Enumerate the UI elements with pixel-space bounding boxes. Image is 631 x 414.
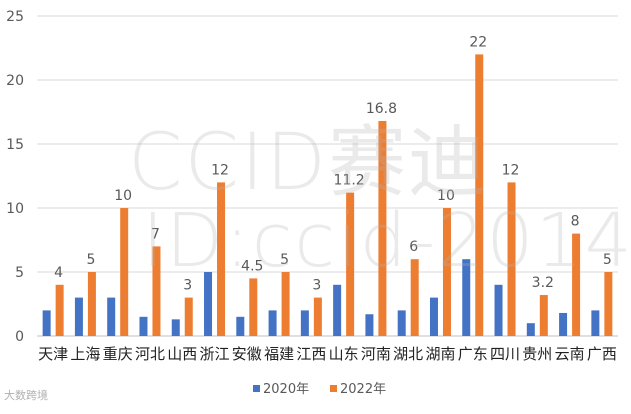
x-tick-label: 福建 [264,345,294,363]
data-label: 6 [409,239,418,255]
bar-2020 [365,314,374,336]
x-tick-label: 重庆 [103,345,133,363]
data-label: 12 [502,162,520,178]
x-tick-label: 湖南 [425,345,455,363]
x-tick-label: 山西 [167,345,197,363]
bars [42,54,613,337]
bar-2020 [462,259,471,336]
bar-2022 [475,54,484,337]
bar-2022 [604,272,613,336]
bar-2020 [591,310,600,336]
x-tick-label: 四川 [490,345,520,363]
y-tick-label: 20 [6,73,24,89]
bar-2022 [410,259,419,336]
y-axis-ticks: 0 5 10 15 20 25 [6,9,24,345]
legend-swatch [253,385,260,392]
bar-2020 [268,310,277,336]
bar-2022 [313,297,322,336]
x-tick-label: 安徽 [232,345,262,363]
x-tick-label: 云南 [555,345,585,363]
bar-2022 [572,233,581,336]
legend-swatch [330,385,337,392]
data-label: 12 [211,162,229,178]
x-tick-label: 天津 [38,345,68,363]
data-label: 22 [469,34,487,50]
data-label: 5 [603,252,612,268]
bar-2020 [139,316,148,336]
bar-2020 [42,310,51,336]
data-label: 10 [114,188,132,204]
data-label: 16.8 [366,101,397,117]
x-tick-label: 江西 [296,345,326,363]
legend-label: 2022年 [340,382,386,397]
legend-label: 2020年 [263,382,309,397]
bar-2022 [87,272,96,336]
data-label: 3 [312,278,321,294]
x-tick-label: 河北 [135,345,165,363]
bar-2022 [184,297,193,336]
bar-2020 [171,319,180,336]
bar-2020 [107,297,116,336]
bar-2022 [217,182,226,336]
data-label: 5 [86,252,95,268]
bar-2020 [333,284,342,336]
bar-2020 [429,297,438,336]
bar-2022 [55,284,64,336]
bar-2020 [236,316,245,336]
x-tick-label: 湖北 [393,345,423,363]
bar-2022 [378,120,387,337]
bar-2022 [442,208,451,336]
bar-2022 [346,192,355,336]
bar-2020 [204,272,213,336]
data-label: 4 [54,265,63,281]
bar-2022 [281,272,290,336]
x-tick-label: 山东 [329,345,359,363]
bar-2022 [249,278,258,336]
data-labels: 4 5 10 7 3 12 4.5 5 3 11.2 16.8 6 10 22 12 3.2 8 5 [54,34,612,293]
bar-2020 [300,310,309,336]
data-label: 10 [437,188,455,204]
y-tick-label: 5 [15,265,24,281]
x-tick-label: 上海 [70,345,100,363]
bar-2020 [494,284,503,336]
x-tick-label: 河南 [361,345,391,363]
x-axis-ticks: 天津 上海 重庆 河北 山西 浙江 安徽 福建 江西 山东 河南 湖北 湖南 广东 四川 贵州 云南 广西 [38,345,617,363]
y-tick-label: 0 [15,329,24,345]
bar-2020 [74,297,83,336]
bar-2020 [397,310,406,336]
bar-2022 [152,246,161,336]
data-label: 3 [183,278,192,294]
bar-2022 [507,182,516,336]
bar-2022 [539,295,548,336]
x-tick-label: 广东 [458,345,488,363]
data-label: 5 [280,252,289,268]
data-label: 4.5 [241,258,263,274]
data-label: 3.2 [532,275,554,291]
bar-2020 [559,312,568,336]
bar-2020 [526,323,535,336]
y-tick-label: 15 [6,137,24,153]
bar-2022 [120,208,129,336]
y-tick-label: 10 [6,201,24,217]
legend: 2020年 2022年 [253,382,386,397]
data-label: 7 [151,226,160,242]
x-tick-label: 广西 [587,345,617,363]
x-tick-label: 浙江 [200,345,230,363]
data-label: 11.2 [334,173,365,189]
source-watermark: 大数跨境 [4,389,48,402]
gridlines [37,15,618,337]
data-label: 8 [571,214,580,230]
y-tick-label: 25 [6,9,24,25]
x-tick-label: 贵州 [522,345,552,363]
